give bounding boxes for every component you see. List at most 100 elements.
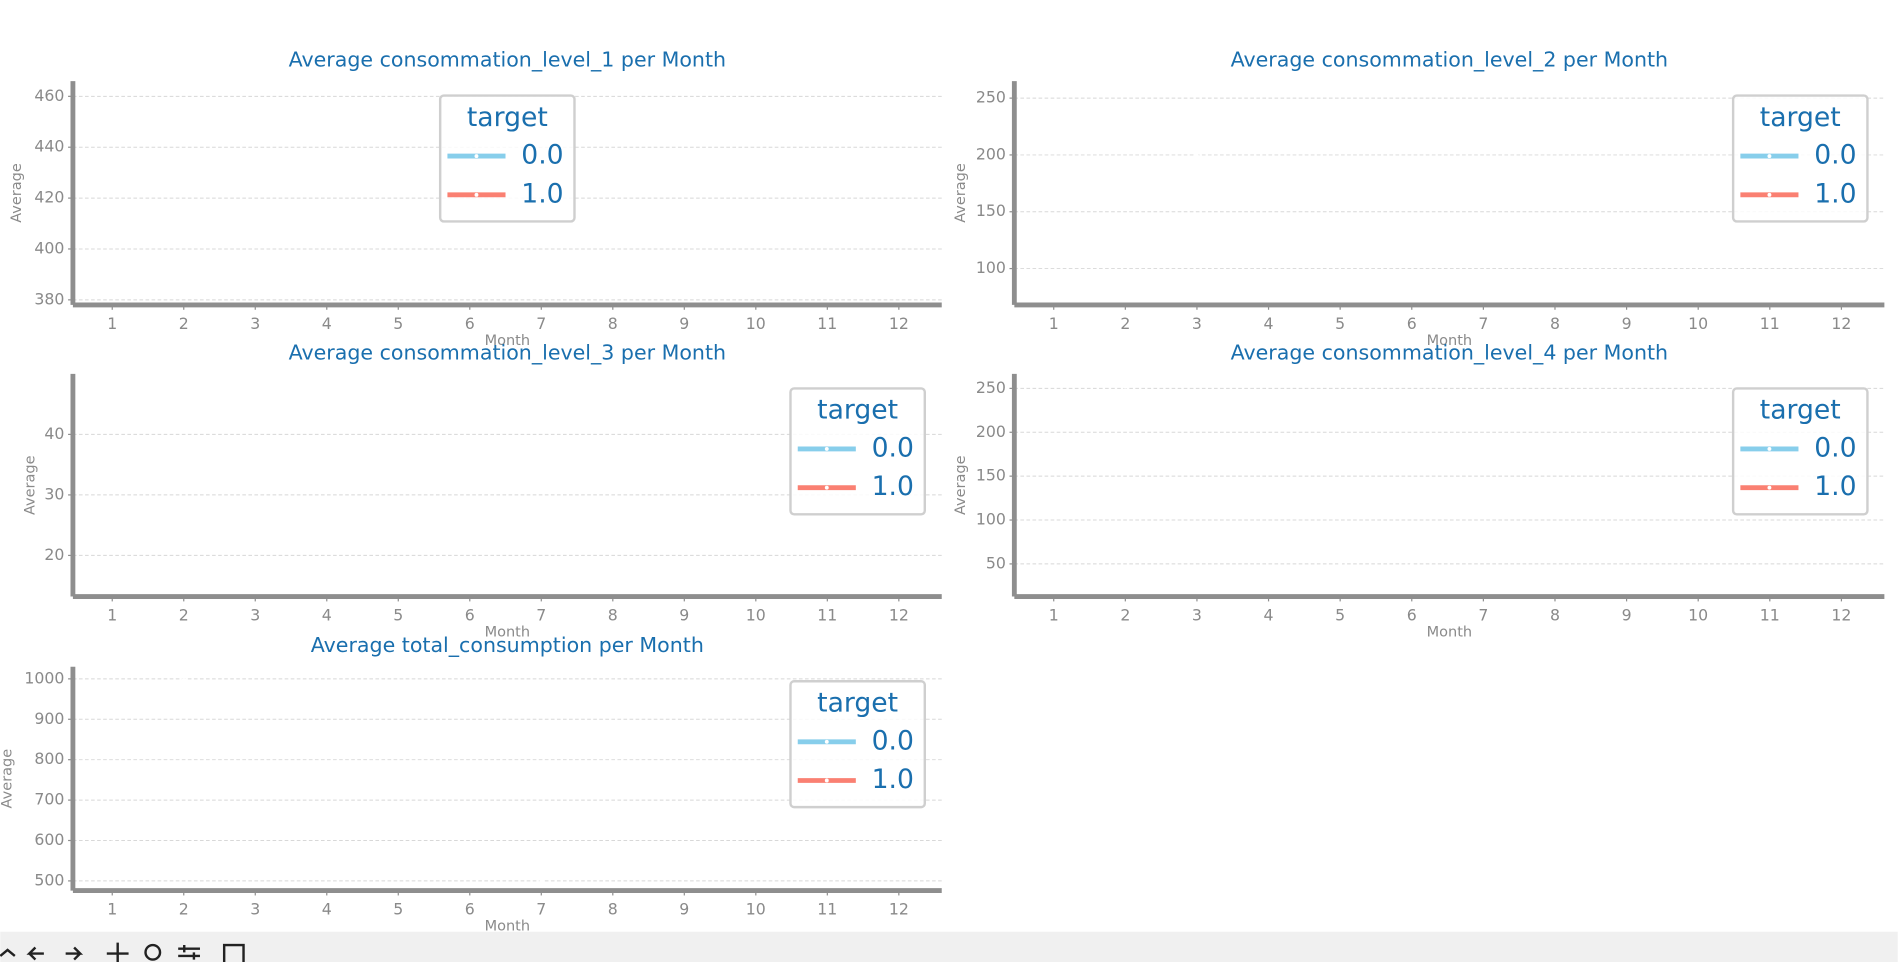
x-tick-label: 7	[536, 899, 546, 918]
x-tick-label: 11	[1760, 605, 1780, 624]
point-marker	[1839, 574, 1844, 579]
x-tick-label: 4	[322, 605, 332, 624]
x-tick-label: 12	[1831, 314, 1851, 333]
x-tick-label: 12	[889, 899, 909, 918]
legend-swatch-marker	[824, 446, 829, 451]
point-marker	[610, 815, 615, 820]
point-marker	[253, 227, 258, 232]
point-marker	[539, 847, 544, 852]
legend: target 0.0 1.0	[1731, 94, 1869, 223]
point-marker	[1839, 588, 1844, 593]
point-marker	[110, 170, 115, 175]
point-marker	[825, 224, 830, 229]
point-marker	[110, 559, 115, 564]
point-marker	[753, 494, 758, 499]
point-marker	[110, 166, 115, 171]
x-tick-label: 6	[1407, 314, 1417, 333]
x-tick-label: 7	[536, 605, 546, 624]
legend-title: target	[467, 102, 548, 133]
legend-title: target	[1760, 102, 1841, 133]
x-tick-label: 1	[1049, 605, 1059, 624]
configure-button[interactable]	[178, 945, 200, 960]
x-tick-label: 9	[679, 605, 689, 624]
y-tick-label: 700	[34, 790, 64, 809]
x-tick-label: 5	[1335, 605, 1345, 624]
point-marker	[1338, 279, 1343, 284]
point-marker	[181, 520, 186, 525]
point-marker	[324, 183, 329, 188]
point-marker	[324, 742, 329, 747]
point-marker	[1624, 580, 1629, 585]
point-marker	[610, 523, 615, 528]
point-marker	[539, 289, 544, 293]
x-tick-label: 6	[1407, 605, 1417, 624]
x-axis-label: Month	[1427, 624, 1472, 640]
y-tick-label: 1000	[24, 668, 64, 687]
legend-label: 0.0	[521, 140, 563, 171]
point-marker	[253, 160, 258, 165]
legend-label: 1.0	[1814, 471, 1856, 502]
legend-label: 1.0	[1814, 178, 1856, 209]
point-marker	[396, 849, 401, 854]
point-marker	[467, 872, 472, 877]
point-marker	[1696, 253, 1701, 257]
y-tick-label: 800	[34, 749, 64, 768]
point-marker	[396, 520, 401, 525]
home-button[interactable]	[0, 948, 16, 957]
forward-button[interactable]	[65, 946, 84, 961]
legend-box	[1731, 387, 1869, 516]
x-tick-label: 2	[1120, 605, 1130, 624]
point-marker	[396, 193, 401, 198]
subplot: Average consommation_level_2 per Month10…	[953, 48, 1885, 349]
point-marker	[1696, 557, 1701, 562]
x-tick-label: 10	[1688, 605, 1708, 624]
point-marker	[1409, 562, 1414, 567]
point-marker	[253, 557, 258, 562]
point-marker	[253, 746, 258, 751]
y-tick-label: 500	[34, 870, 64, 889]
y-tick-label: 100	[976, 510, 1006, 529]
legend-label: 0.0	[872, 725, 914, 756]
x-tick-label: 12	[889, 314, 909, 333]
point-marker	[610, 229, 615, 234]
y-axis-label: Average	[9, 163, 25, 223]
save-button[interactable]	[222, 943, 245, 962]
point-marker	[539, 879, 544, 884]
point-marker	[753, 238, 758, 243]
point-marker	[1051, 581, 1056, 586]
y-tick-label: 150	[976, 466, 1006, 485]
subplot-title: Average total_consumption per Month	[311, 633, 704, 658]
y-tick-label: 400	[34, 238, 64, 257]
point-marker	[1123, 384, 1128, 389]
point-marker	[1051, 270, 1056, 274]
point-marker	[253, 452, 258, 457]
x-tick-label: 4	[1264, 314, 1274, 333]
legend-swatch-marker	[474, 192, 479, 197]
legend: target 0.0 1.0	[789, 387, 927, 516]
legend-label: 1.0	[872, 764, 914, 795]
point-marker	[1696, 581, 1701, 586]
pan-button[interactable]	[106, 942, 129, 962]
subplot-title: Average consommation_level_2 per Month	[1231, 48, 1668, 73]
back-button[interactable]	[26, 946, 44, 961]
legend-swatch-marker	[1767, 192, 1772, 197]
legend-swatch-marker	[1767, 446, 1772, 451]
zoom-button[interactable]	[144, 943, 162, 961]
point-marker	[1409, 272, 1414, 277]
y-tick-label: 200	[976, 144, 1006, 163]
legend-box	[438, 94, 576, 223]
x-tick-label: 10	[746, 899, 766, 918]
y-tick-label: 150	[976, 201, 1006, 220]
legend-box	[789, 387, 927, 516]
point-marker	[825, 863, 830, 868]
point-marker	[896, 530, 901, 535]
point-marker	[825, 185, 830, 190]
x-axis-label: Month	[485, 919, 530, 935]
point-marker	[825, 829, 830, 834]
legend-swatch-marker	[824, 739, 829, 744]
subplot-title: Average consommation_level_3 per Month	[289, 340, 726, 365]
x-tick-label: 8	[608, 314, 618, 333]
point-marker	[253, 825, 258, 830]
